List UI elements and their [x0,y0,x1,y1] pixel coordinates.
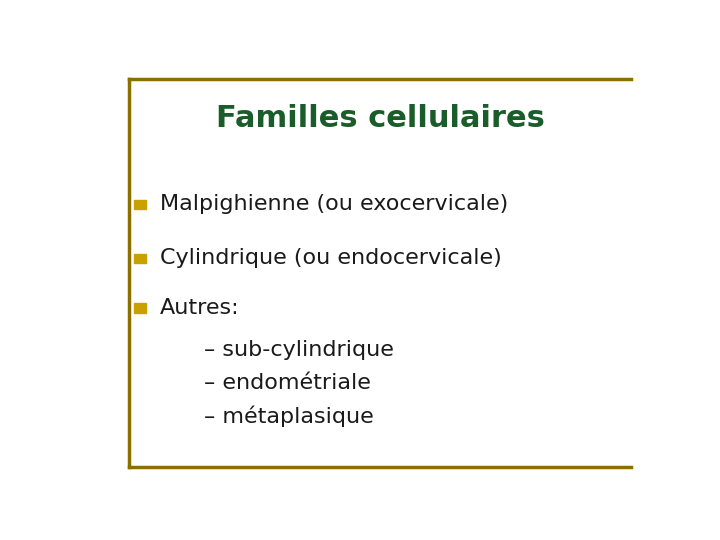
Text: – sub-cylindrique: – sub-cylindrique [204,340,395,360]
Text: Autres:: Autres: [160,298,239,318]
Text: – métaplasique: – métaplasique [204,406,374,427]
Text: – endométriale: – endométriale [204,373,372,393]
Bar [134,199,146,208]
Bar [134,303,146,313]
Text: Malpighienne (ou exocervicale): Malpighienne (ou exocervicale) [160,194,508,214]
Text: Familles cellulaires: Familles cellulaires [216,104,544,133]
Bar [134,254,146,263]
Text: Cylindrique (ou endocervicale): Cylindrique (ou endocervicale) [160,248,502,268]
